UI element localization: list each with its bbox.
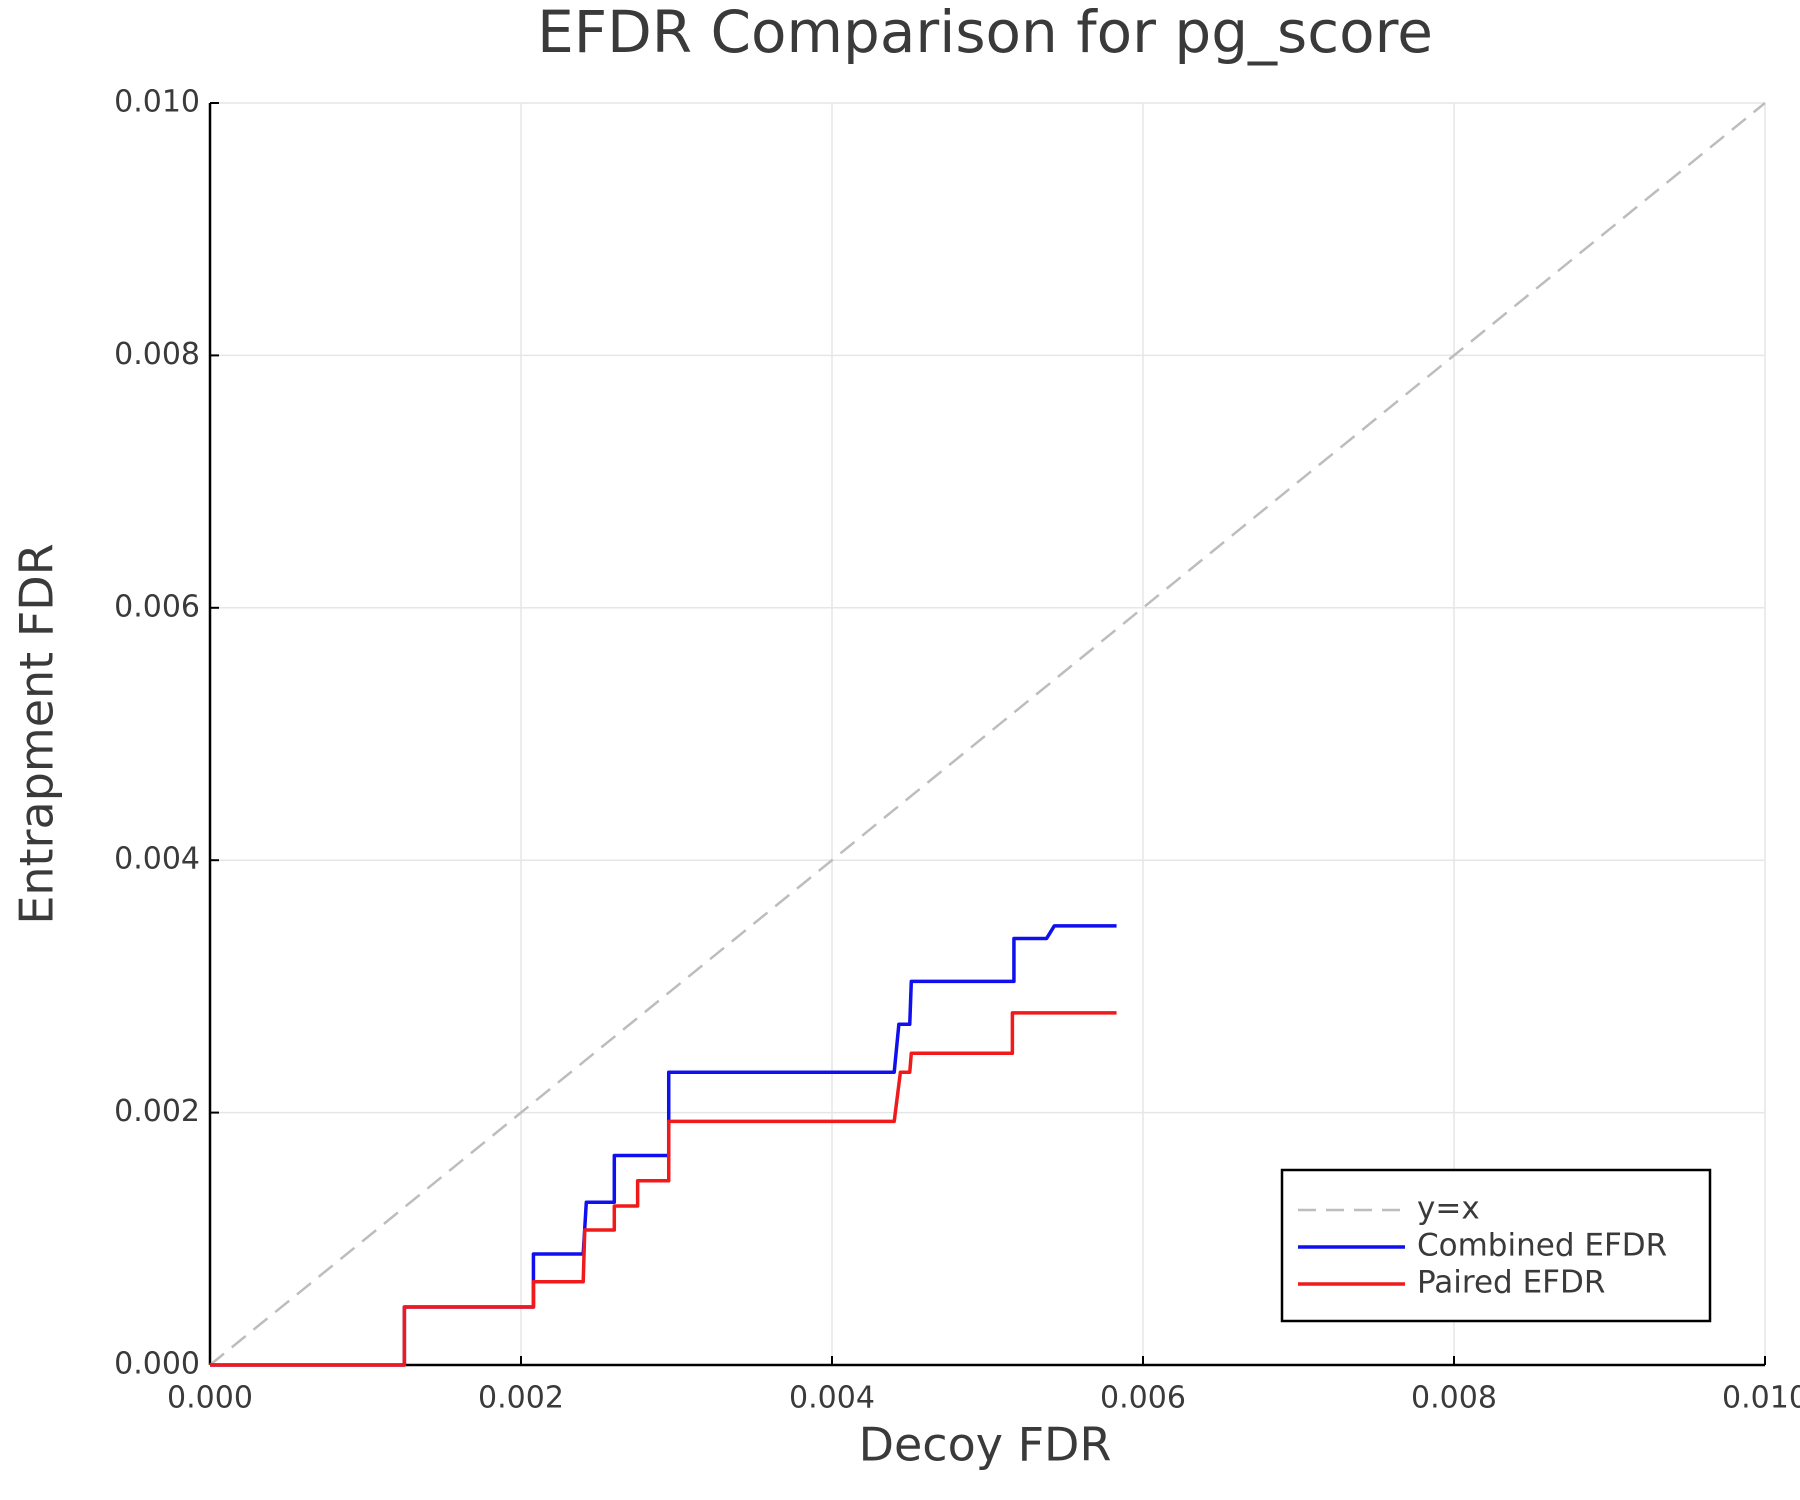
x-tick-label: 0.000 [167, 1381, 253, 1416]
series-line [210, 1011, 1117, 1367]
x-tick-label: 0.002 [478, 1381, 564, 1416]
y-tick-label: 0.006 [114, 589, 200, 624]
series-line [209, 102, 1766, 1366]
y-axis-label: Entrapment FDR [10, 543, 64, 924]
x-tick-label: 0.006 [1100, 1381, 1186, 1416]
legend-label: Paired EFDR [1417, 1265, 1605, 1301]
x-axis-label: Decoy FDR [859, 1418, 1112, 1472]
legend-label: y=x [1417, 1191, 1480, 1227]
y-tick-label: 0.008 [114, 337, 200, 372]
y-tick-label: 0.000 [114, 1347, 200, 1382]
legend-label: Combined EFDR [1417, 1228, 1667, 1264]
x-tick-label: 0.008 [1411, 1381, 1497, 1416]
x-tick-label: 0.004 [789, 1381, 875, 1416]
y-tick-label: 0.004 [114, 842, 200, 877]
y-tick-label: 0.002 [114, 1094, 200, 1129]
x-tick-label: 0.010 [1722, 1381, 1800, 1416]
y-tick-label: 0.010 [114, 85, 200, 120]
series-line [210, 924, 1117, 1367]
chart-title: EFDR Comparison for pg_score [537, 0, 1433, 66]
